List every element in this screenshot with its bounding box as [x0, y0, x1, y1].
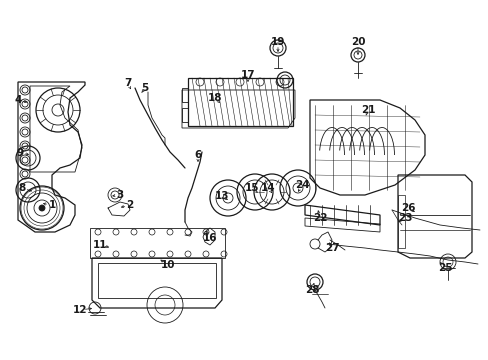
Text: 20: 20: [350, 37, 365, 47]
Text: 27: 27: [324, 243, 339, 253]
Circle shape: [39, 205, 45, 211]
Text: 11: 11: [93, 240, 107, 250]
Text: 5: 5: [141, 83, 148, 93]
Text: 12: 12: [73, 305, 87, 315]
Text: 23: 23: [397, 213, 411, 223]
Text: 22: 22: [312, 213, 326, 223]
Text: 25: 25: [437, 263, 451, 273]
Text: 24: 24: [294, 180, 309, 190]
Text: 26: 26: [400, 203, 414, 213]
Bar: [187, 78, 292, 126]
Text: 4: 4: [14, 95, 21, 105]
Text: 9: 9: [17, 148, 23, 158]
Text: 28: 28: [304, 285, 319, 295]
Text: 6: 6: [194, 150, 201, 160]
Text: 17: 17: [240, 70, 255, 80]
Text: 14: 14: [260, 183, 275, 193]
Text: 18: 18: [207, 93, 222, 103]
Text: 15: 15: [244, 183, 259, 193]
Text: 21: 21: [360, 105, 374, 115]
Text: 7: 7: [124, 78, 131, 88]
Text: 19: 19: [270, 37, 285, 47]
Text: 2: 2: [126, 200, 133, 210]
Text: 3: 3: [116, 190, 123, 200]
Text: 16: 16: [203, 233, 217, 243]
Text: 10: 10: [161, 260, 175, 270]
Text: 1: 1: [48, 200, 56, 210]
Text: 13: 13: [214, 191, 229, 201]
Text: 8: 8: [19, 183, 25, 193]
